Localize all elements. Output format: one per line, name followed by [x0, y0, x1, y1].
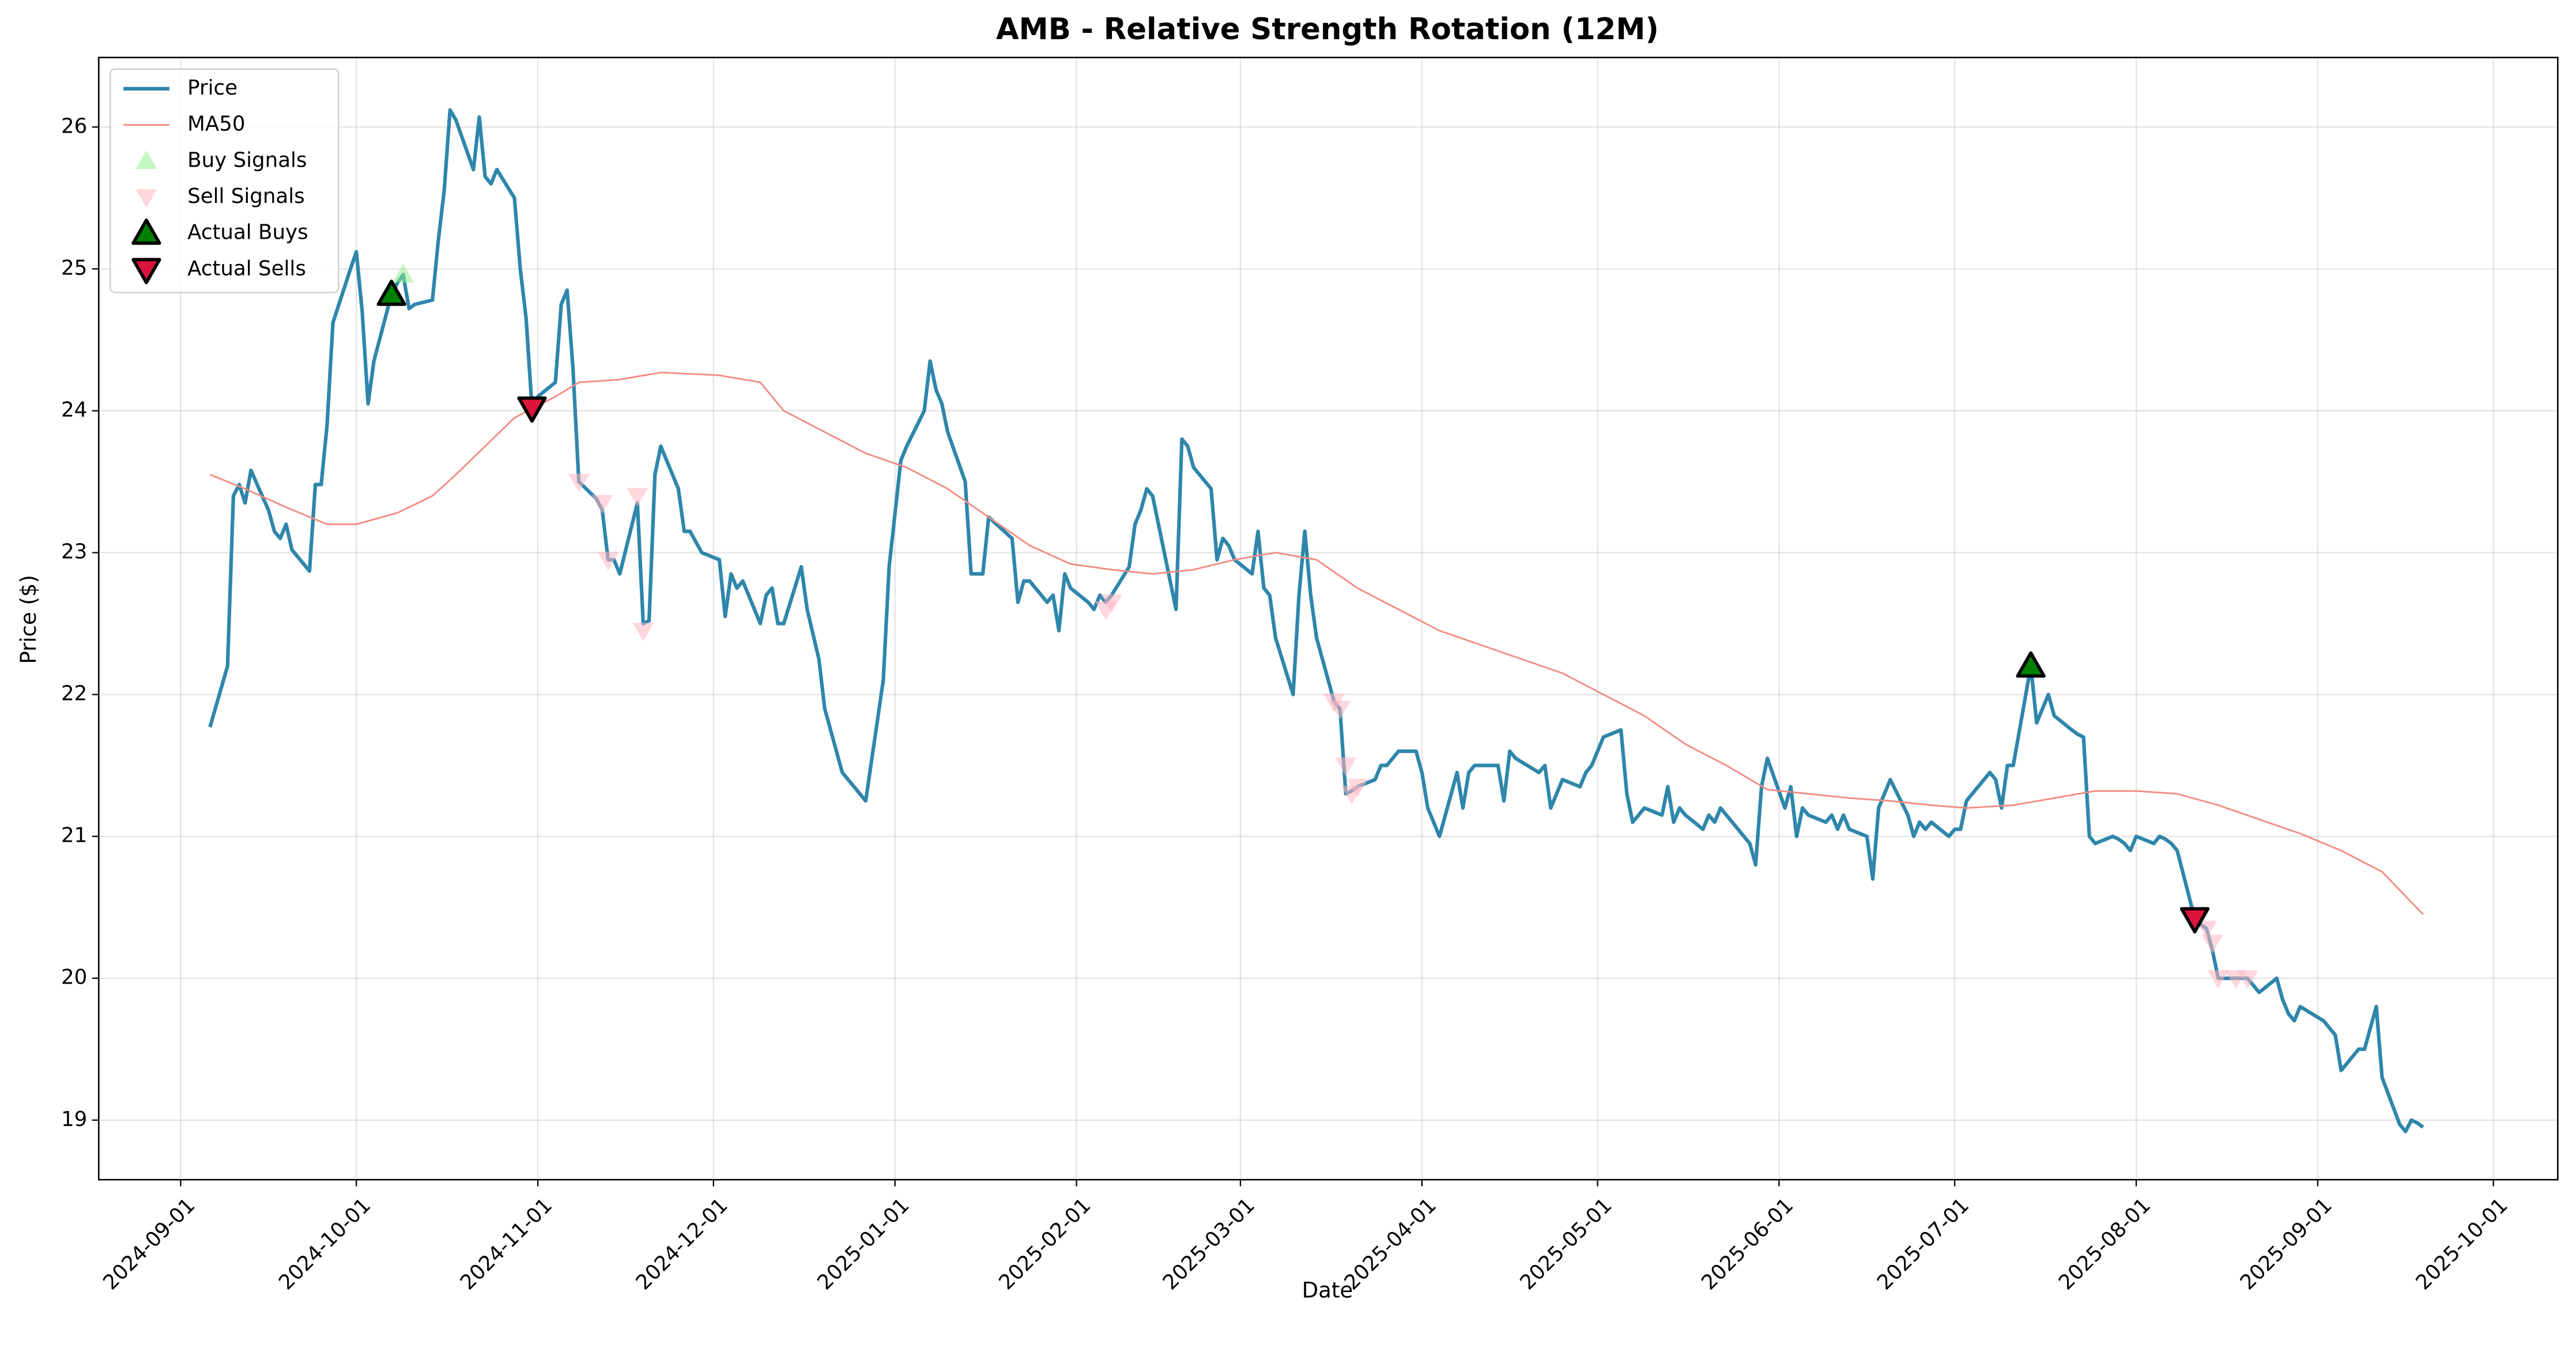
signal-marker — [2196, 920, 2217, 940]
signal-marker — [2179, 907, 2210, 934]
y-axis-label: Price ($) — [16, 575, 41, 664]
legend-label: Buy Signals — [187, 148, 307, 172]
legend-label: Actual Buys — [187, 221, 308, 244]
signal-marker — [597, 551, 619, 571]
y-tick-label: 20 — [61, 966, 87, 989]
signal-marker — [1100, 594, 1123, 613]
signal-marker — [1335, 757, 1357, 777]
axes-frame — [97, 57, 2559, 1181]
y-tick-label: 19 — [61, 1108, 87, 1131]
y-tick-label: 24 — [61, 398, 87, 421]
x-axis-label: Date — [1302, 1278, 1353, 1302]
signal-marker — [1329, 701, 1351, 720]
legend: Price MA50 Buy Signals Sell Signals Actual B… — [110, 68, 340, 293]
legend-label: MA50 — [187, 112, 245, 136]
signal-marker — [591, 495, 613, 514]
signal-marker — [517, 396, 547, 423]
legend-label: Actual Sells — [187, 257, 306, 280]
legend-label: Price — [187, 76, 237, 100]
signal-marker — [632, 622, 654, 642]
legend-handle — [135, 189, 157, 208]
signal-marker — [627, 488, 648, 507]
y-tick-label: 21 — [61, 824, 87, 848]
y-tick-label: 23 — [61, 540, 87, 564]
signal-marker — [392, 263, 414, 283]
signal-marker — [568, 473, 590, 493]
legend-handle — [131, 258, 161, 285]
y-tick-label: 25 — [61, 256, 87, 280]
signal-marker — [1347, 778, 1368, 798]
signal-marker — [2236, 970, 2258, 989]
y-tick-label: 22 — [61, 682, 87, 706]
signal-marker — [2201, 935, 2223, 954]
chart-title: AMB - Relative Strength Rotation (12M) — [996, 12, 1659, 47]
plot-area — [99, 57, 2558, 1180]
signal-marker — [376, 280, 406, 306]
signal-marker — [2016, 651, 2046, 678]
legend-label: Sell Signals — [187, 184, 305, 208]
y-tick-label: 26 — [61, 114, 87, 138]
legend-handle — [135, 150, 157, 170]
signal-marker — [2207, 970, 2229, 989]
legend-handle — [131, 219, 161, 245]
